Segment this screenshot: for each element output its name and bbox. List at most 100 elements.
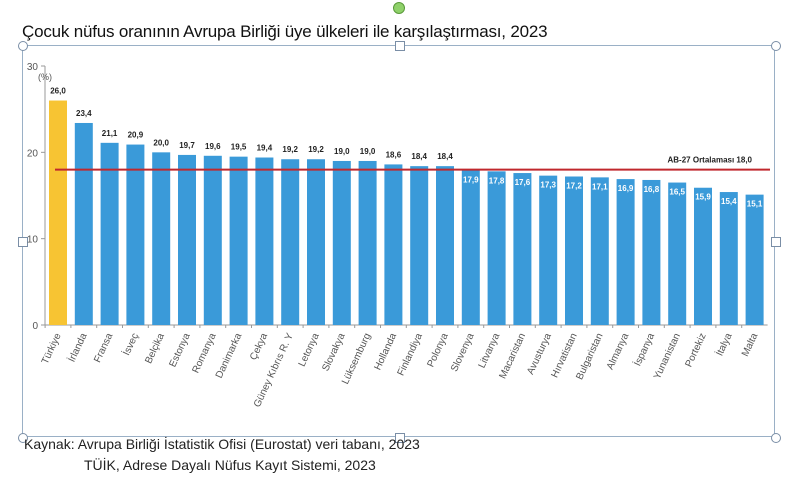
data-label: 19,2: [282, 145, 298, 154]
x-tick-label: Yunanistan: [652, 332, 683, 382]
data-label: 20,0: [153, 138, 169, 147]
bar-12: [358, 160, 377, 325]
bar-4: [152, 152, 171, 325]
bar-8: [255, 157, 274, 325]
bar-15: [436, 166, 454, 325]
resize-handle-bottom[interactable]: [395, 433, 405, 443]
data-label: 20,9: [128, 131, 144, 140]
data-label: 17,3: [540, 181, 556, 190]
data-label: 19,6: [205, 142, 221, 151]
data-label: 26,0: [50, 87, 66, 96]
x-tick-label: Avusturya: [525, 331, 554, 376]
resize-handle-top-left[interactable]: [18, 41, 28, 51]
x-tick-label: Portekiz: [683, 332, 708, 369]
bar-1: [74, 122, 93, 325]
x-tick-label: İsveç: [119, 331, 141, 358]
resize-handle-right[interactable]: [771, 237, 781, 247]
data-label: 17,1: [592, 182, 608, 191]
chart-title: Çocuk nüfus oranının Avrupa Birliği üye …: [22, 22, 548, 41]
resize-handle-bottom-right[interactable]: [771, 433, 781, 443]
x-tick-label: Macaristan: [497, 332, 528, 381]
bar-16: [461, 170, 480, 325]
source-line-1: Kaynak: Avrupa Birliği İstatistik Ofisi …: [24, 436, 420, 452]
bar-24: [668, 182, 687, 325]
bar-9: [281, 159, 300, 325]
x-tick-label: Slovakya: [320, 331, 347, 373]
x-tick-label: Almanya: [605, 331, 632, 371]
bar-14: [410, 166, 429, 325]
bar-27: [745, 194, 764, 325]
y-axis-label: (%): [38, 72, 52, 82]
resize-handle-top-right[interactable]: [771, 41, 781, 51]
data-label: 19,0: [360, 147, 376, 156]
data-label: 17,6: [515, 178, 531, 187]
source-line-2: TÜİK, Adrese Dayalı Nüfus Kayıt Sistemi,…: [84, 457, 376, 473]
x-tick-label: İspanya: [631, 330, 658, 368]
bar-6: [203, 155, 222, 325]
bar-18: [513, 173, 532, 325]
bar-10: [307, 159, 325, 325]
bar-20: [565, 176, 583, 325]
x-tick-label: İrlanda: [65, 330, 90, 364]
bar-25: [694, 187, 712, 325]
data-label: 18,4: [411, 152, 427, 161]
bar-3: [126, 144, 145, 325]
bar-0: [49, 100, 67, 326]
x-tick-label: Slovenya: [449, 331, 477, 373]
data-label: 19,2: [308, 145, 324, 154]
x-tick-label: Çekya: [248, 331, 270, 362]
data-label: 19,5: [231, 143, 247, 152]
data-label: 17,2: [566, 182, 582, 191]
data-label: 17,9: [463, 175, 479, 184]
data-label: 19,4: [257, 144, 273, 153]
data-label: 15,4: [721, 197, 737, 206]
data-label: 18,4: [437, 152, 453, 161]
bar-22: [616, 179, 635, 325]
resize-handle-left[interactable]: [18, 237, 28, 247]
x-tick-label: Polonya: [425, 331, 450, 369]
bar-23: [642, 179, 661, 325]
y-tick-label: 30: [27, 62, 39, 73]
y-tick-label: 20: [27, 148, 39, 159]
data-label: 17,8: [489, 176, 505, 185]
data-label: 15,1: [747, 200, 763, 209]
data-label: 16,5: [669, 188, 685, 197]
x-tick-label: İtalya: [713, 330, 735, 358]
data-label: 19,7: [179, 141, 195, 150]
data-label: 18,6: [386, 150, 402, 159]
x-tick-label: Türkiye: [40, 331, 64, 366]
data-label: 16,9: [618, 184, 634, 193]
resize-handle-top[interactable]: [395, 41, 405, 51]
rotate-handle[interactable]: [393, 2, 405, 14]
reference-line-label: AB-27 Ortalaması 18,0: [668, 156, 753, 165]
bar-11: [332, 160, 351, 325]
bar-2: [100, 142, 119, 325]
data-label: 21,1: [102, 129, 118, 138]
bar-13: [384, 164, 403, 325]
resize-handle-bottom-left[interactable]: [18, 433, 28, 443]
x-tick-label: Litvanya: [477, 331, 503, 370]
data-label: 16,8: [644, 185, 660, 194]
data-label: 15,9: [695, 193, 711, 202]
bar-19: [539, 175, 558, 325]
data-label: 23,4: [76, 109, 92, 118]
bar-5: [178, 154, 196, 325]
x-tick-label: Romanya: [190, 331, 218, 375]
bar-26: [719, 192, 738, 325]
x-tick-label: Bulgaristan: [574, 332, 605, 382]
x-tick-label: Fransa: [92, 331, 115, 364]
x-tick-label: Hollanda: [372, 331, 399, 372]
x-tick-label: Hırvatistan: [550, 332, 580, 380]
bar-21: [590, 177, 609, 325]
y-tick-label: 10: [27, 235, 39, 246]
x-tick-label: Malta: [740, 331, 760, 358]
x-tick-label: Finlandiya: [396, 331, 425, 377]
x-tick-label: Estonya: [167, 331, 192, 369]
x-tick-label: Belçika: [143, 331, 167, 365]
y-tick-label: 0: [32, 321, 38, 332]
bar-17: [487, 171, 506, 325]
x-tick-label: Letonya: [297, 331, 322, 368]
data-label: 19,0: [334, 147, 350, 156]
bar-7: [229, 156, 248, 325]
